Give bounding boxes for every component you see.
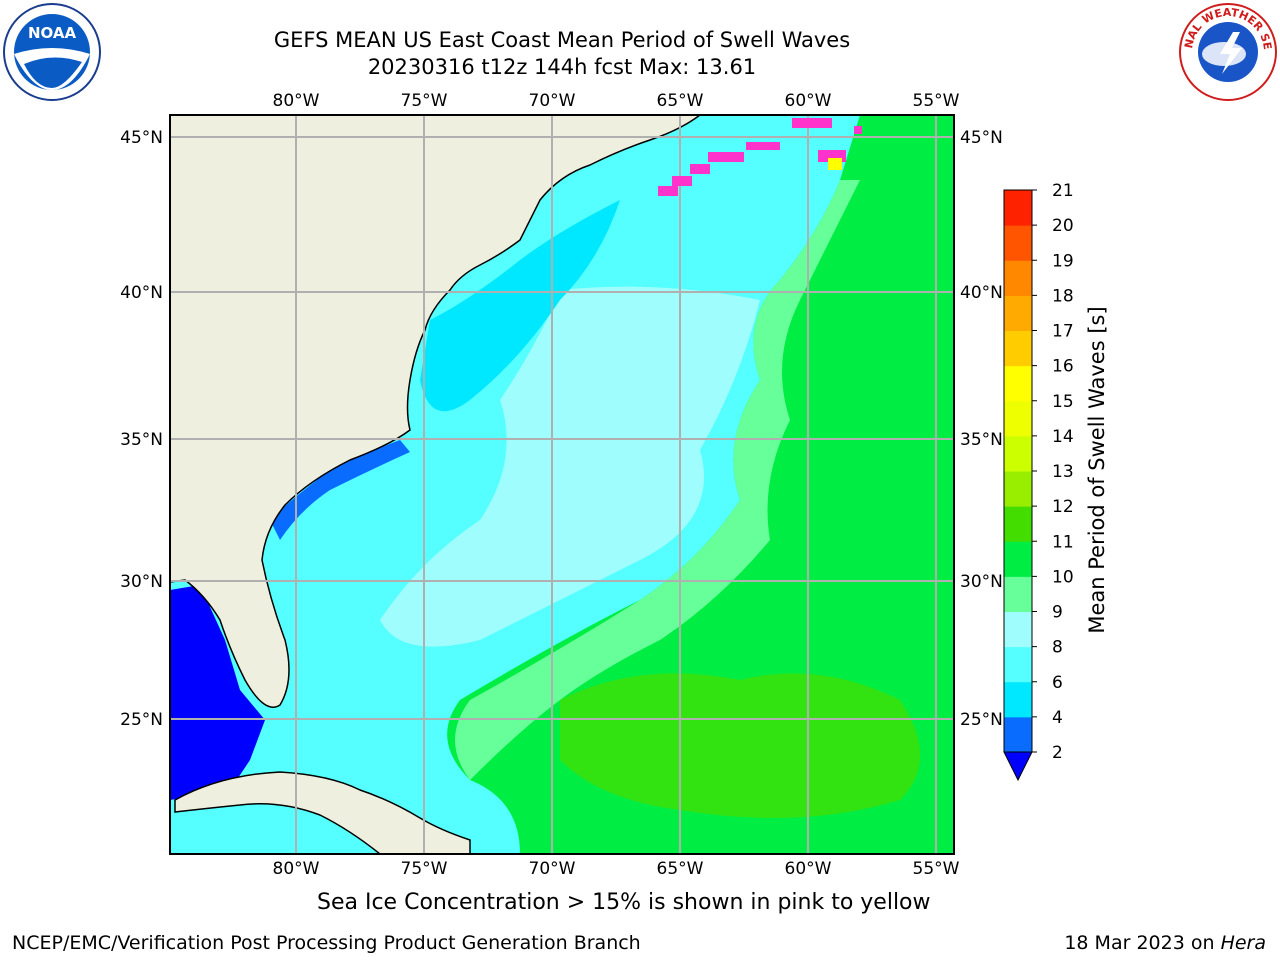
lat-tick-label: 30°N: [960, 572, 1003, 592]
colorbar-segment: [1004, 190, 1032, 226]
footer-host: Hera: [1220, 932, 1266, 954]
lon-tick-label: 60°W: [785, 91, 832, 111]
swell-lightgreen-patches: [560, 673, 920, 818]
colorbar-segment: [1004, 225, 1032, 261]
colorbar-segment: [1004, 260, 1032, 296]
colorbar-tick-label: 6: [1052, 673, 1063, 693]
lat-tick-label: 45°N: [960, 128, 1003, 148]
colorbar-tick-label: 19: [1052, 251, 1074, 271]
colorbar-segment: [1004, 471, 1032, 507]
lat-tick-label: 25°N: [120, 710, 163, 730]
colorbar-tick-label: 2: [1052, 743, 1063, 763]
colorbar-segment: [1004, 506, 1032, 542]
cuba-land: [174, 771, 471, 854]
lon-tick-label: 60°W: [785, 859, 832, 879]
lat-tick-label: 45°N: [120, 128, 163, 148]
lon-tick-label: 55°W: [913, 859, 960, 879]
footer-date-text: 18 Mar 2023 on: [1064, 932, 1215, 954]
colorbar-tick-label: 20: [1052, 216, 1074, 236]
lat-tick-label: 40°N: [960, 283, 1003, 303]
nws-logo: NATIONAL WEATHER SERVICE: [1178, 2, 1277, 101]
noaa-logo-text: NOAA: [28, 24, 77, 42]
map-subtitle: 20230316 t12z 144h fcst Max: 13.61: [367, 55, 757, 79]
map-frame: [169, 114, 955, 855]
colorbar-segment: [1004, 716, 1032, 753]
graticule: [170, 115, 954, 854]
colorbar-segment: [1004, 330, 1032, 367]
colorbar-tick-label: 9: [1052, 603, 1063, 623]
lat-ticks-right: 45°N 40°N 35°N 30°N 25°N: [960, 128, 1003, 730]
colorbar-tick-label: 8: [1052, 638, 1063, 658]
lat-tick-label: 40°N: [120, 283, 163, 303]
colorbar-segment: [1004, 365, 1032, 402]
colorbar-tick-label: 14: [1052, 427, 1074, 447]
colorbar-segment: [1004, 576, 1032, 612]
colorbar-segment: [1004, 400, 1032, 437]
land-mass: [170, 115, 702, 708]
colorbar-tick-label: 11: [1052, 532, 1074, 552]
colorbar-extend-min: [1003, 751, 1033, 782]
map-area: [170, 115, 954, 854]
colorbar-tick-label: 18: [1052, 286, 1074, 306]
lat-tick-label: 35°N: [960, 430, 1003, 450]
colorbar-segment: [1004, 295, 1032, 331]
footer-credit: NCEP/EMC/Verification Post Processing Pr…: [12, 932, 641, 954]
lon-tick-label: 65°W: [657, 859, 704, 879]
lat-tick-label: 25°N: [960, 710, 1003, 730]
lon-tick-label: 65°W: [657, 91, 704, 111]
lon-tick-label: 80°W: [273, 859, 320, 879]
lon-tick-label: 80°W: [273, 91, 320, 111]
lat-tick-label: 30°N: [120, 572, 163, 592]
map-title: GEFS MEAN US East Coast Mean Period of S…: [273, 28, 851, 52]
lon-ticks-bottom: 80°W 75°W 70°W 65°W 60°W 55°W: [273, 859, 960, 879]
colorbar-tick-label: 4: [1052, 708, 1063, 728]
swell-palecyan-band: [380, 286, 760, 647]
lon-tick-label: 75°W: [401, 859, 448, 879]
colorbar-tick-label: 13: [1052, 462, 1074, 482]
lon-tick-label: 55°W: [913, 91, 960, 111]
colorbar-tick-label: 16: [1052, 357, 1074, 377]
lat-ticks-left: 45°N 40°N 35°N 30°N 25°N: [120, 128, 163, 730]
lon-tick-label: 70°W: [529, 859, 576, 879]
lon-tick-label: 70°W: [529, 91, 576, 111]
colorbar-tick-label: 17: [1052, 322, 1074, 342]
colorbar-segment: [1004, 435, 1032, 472]
gulf-deep-blue: [170, 585, 265, 800]
colorbar-segment: [1004, 646, 1032, 683]
colorbar-segment: [1004, 611, 1032, 648]
colorbar-tick-label: 12: [1052, 497, 1074, 517]
colorbar-label: Mean Period of Swell Waves [s]: [1085, 306, 1109, 634]
footer-date: 18 Mar 2023 on Hera: [1064, 932, 1266, 954]
colorbar-tick-label: 21: [1052, 181, 1074, 201]
swell-cyan-coastal: [420, 200, 620, 412]
lat-tick-label: 35°N: [120, 430, 163, 450]
colorbar-tick-label: 10: [1052, 567, 1074, 587]
sea-ice-high: [828, 158, 842, 170]
colorbar-segment: [1004, 681, 1032, 718]
swell-midgreen-edge: [455, 180, 860, 780]
sea-ice-caption: Sea Ice Concentration > 15% is shown in …: [317, 890, 931, 915]
noaa-logo: NOAA: [3, 3, 101, 101]
lon-ticks-top: 80°W 75°W 70°W 65°W 60°W 55°W: [273, 91, 960, 111]
lon-tick-label: 75°W: [401, 91, 448, 111]
colorbar-tick-label: 15: [1052, 392, 1074, 412]
coastal-blue-strip: [270, 440, 410, 540]
colorbar-segment: [1004, 541, 1032, 577]
colorbar: 2 4 6 8 9 10 11 12 13 14 15 16 17 18 19 20 21: [1003, 181, 1074, 782]
